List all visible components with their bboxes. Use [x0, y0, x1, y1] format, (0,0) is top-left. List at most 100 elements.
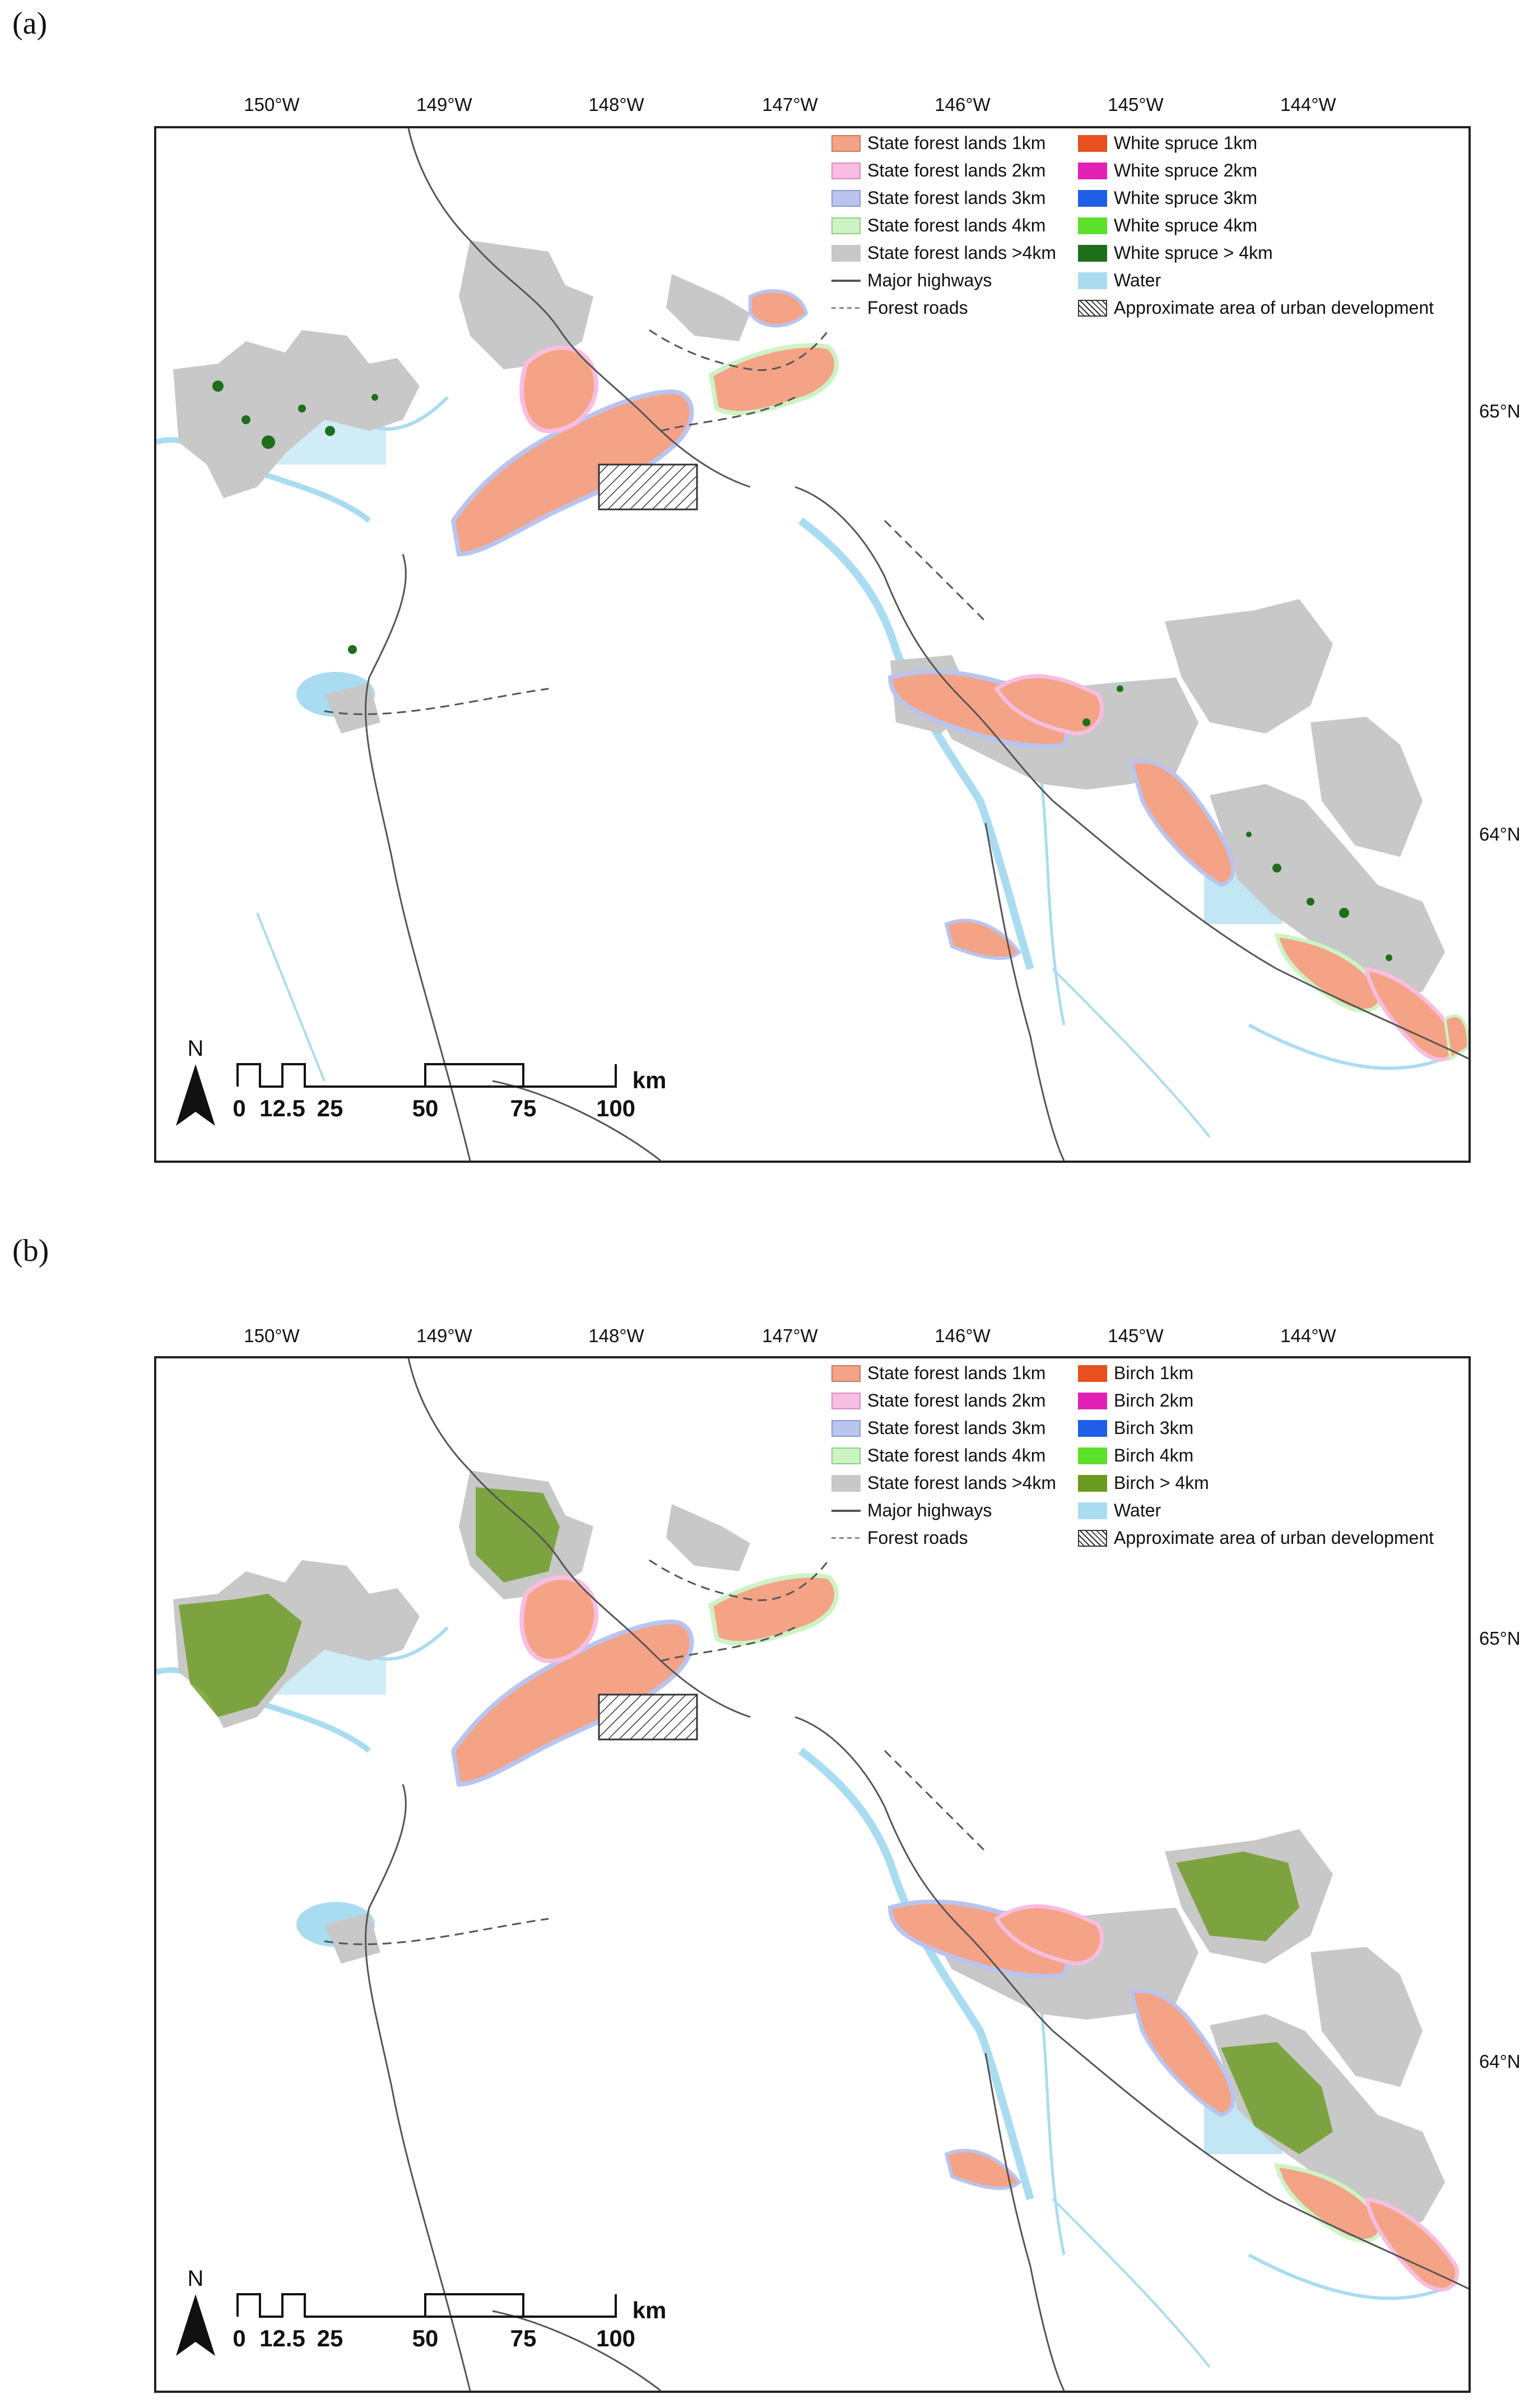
legend-item-urban: Approximate area of urban development	[1078, 298, 1434, 318]
urban-development-area	[598, 463, 698, 511]
swatch-highway-line	[831, 279, 861, 282]
swatch-gray	[831, 1474, 861, 1492]
swatch-highway-line	[831, 1509, 861, 1512]
swatch-magenta	[1078, 1392, 1107, 1409]
lat-tick-65n-a: 65°N	[1479, 401, 1521, 421]
legend-item-sfl-1km: State forest lands 1km	[831, 133, 1045, 154]
map-panel-b: State forest lands 1km State forest land…	[154, 1356, 1471, 2393]
roads	[324, 1358, 1468, 2391]
swatch-blue	[1078, 1419, 1107, 1437]
north-label: N	[187, 1036, 204, 1061]
lon-tick-148w: 148°W	[588, 1325, 644, 1346]
legend-item-sfl-3km: State forest lands 3km	[831, 1418, 1045, 1439]
lon-tick-147w: 147°W	[762, 94, 818, 115]
swatch-olive-green	[1078, 1474, 1107, 1492]
lon-tick-144w: 144°W	[1280, 94, 1336, 115]
swatch-pink	[831, 1392, 861, 1409]
legend-item-urban: Approximate area of urban development	[1078, 1528, 1434, 1548]
forest-buffer-zones	[450, 289, 1468, 1062]
swatch-lavender	[831, 1419, 861, 1437]
scale-label-50: 50	[412, 2325, 439, 2351]
swatch-orange	[831, 1365, 861, 1382]
swatch-hatch	[1078, 299, 1107, 317]
legend-item-species-4km: White spruce 4km	[1078, 215, 1257, 236]
lon-tick-146w: 146°W	[935, 1325, 991, 1346]
legend-item-forest-roads: Forest roads	[831, 1528, 968, 1548]
swatch-dark-green	[1078, 244, 1107, 262]
forest-buffer-zones	[450, 1573, 1459, 2292]
swatch-road-dash	[831, 1537, 861, 1539]
legend-item-sfl-gt4km: State forest lands >4km	[831, 1473, 1056, 1493]
north-arrow-b: N	[173, 2266, 218, 2361]
swatch-red-orange	[1078, 1365, 1107, 1382]
lat-tick-64n-b: 64°N	[1479, 2051, 1521, 2072]
legend-item-birch-4km: Birch 4km	[1078, 1445, 1193, 1466]
legend-item-species-gt4km: White spruce > 4km	[1078, 243, 1273, 263]
legend-item-birch-3km: Birch 3km	[1078, 1418, 1193, 1439]
swatch-road-dash	[831, 307, 861, 309]
lat-tick-64n-a: 64°N	[1479, 824, 1521, 845]
swatch-magenta	[1078, 162, 1107, 179]
swatch-hatch	[1078, 1529, 1107, 1547]
lon-tick-144w: 144°W	[1280, 1325, 1336, 1346]
legend-item-sfl-1km: State forest lands 1km	[831, 1363, 1045, 1384]
north-label: N	[187, 2266, 204, 2291]
scale-label-50: 50	[412, 1095, 439, 1121]
scale-label-0: 0	[233, 2325, 246, 2351]
legend-item-sfl-4km: State forest lands 4km	[831, 1445, 1045, 1466]
lon-tick-145w: 145°W	[1108, 94, 1164, 115]
map-canvas-a	[156, 128, 1468, 1161]
north-arrow-a: N	[173, 1036, 218, 1131]
legend-item-species-3km: White spruce 3km	[1078, 188, 1257, 208]
lon-tick-149w: 149°W	[416, 94, 472, 115]
map-canvas-b	[156, 1358, 1468, 2391]
scale-label-100: 100	[596, 1095, 636, 1121]
legend-item-major-highways: Major highways	[831, 270, 992, 291]
scale-bar-a: 0 12.5 25 50 75 100 km	[233, 1059, 666, 1121]
water-features	[156, 1594, 1457, 2368]
swatch-light-green	[831, 1447, 861, 1464]
scale-unit: km	[632, 1067, 667, 1093]
legend-item-sfl-2km: State forest lands 2km	[831, 160, 1045, 181]
water-features	[156, 364, 1457, 1138]
species-clusters	[212, 381, 1392, 961]
lon-tick-147w: 147°W	[762, 1325, 818, 1346]
birch-gt4km-areas	[179, 1487, 1333, 2154]
legend-item-birch-gt4km: Birch > 4km	[1078, 1473, 1209, 1493]
urban-development-area	[598, 1694, 698, 1741]
legend-item-birch-1km: Birch 1km	[1078, 1363, 1193, 1384]
swatch-light-green	[831, 217, 861, 234]
swatch-green	[1078, 1447, 1107, 1464]
legend-item-species-2km: White spruce 2km	[1078, 160, 1257, 181]
scale-label-25: 25	[317, 2325, 343, 2351]
swatch-orange	[831, 134, 861, 152]
swatch-blue	[1078, 189, 1107, 207]
legend-item-sfl-3km: State forest lands 3km	[831, 188, 1045, 208]
north-arrow-icon	[176, 1064, 215, 1126]
lon-tick-146w: 146°W	[935, 94, 991, 115]
lon-tick-150w: 150°W	[244, 94, 300, 115]
north-arrow-icon	[176, 2294, 215, 2356]
roads	[324, 128, 1468, 1161]
legend-item-birch-2km: Birch 2km	[1078, 1390, 1193, 1411]
lat-tick-65n-b: 65°N	[1479, 1628, 1521, 1649]
lon-tick-150w: 150°W	[244, 1325, 300, 1346]
panel-label-b: (b)	[12, 1233, 49, 1268]
legend-item-water: Water	[1078, 1500, 1161, 1521]
legend-item-water: Water	[1078, 270, 1161, 291]
swatch-water	[1078, 1502, 1107, 1519]
scale-label-0: 0	[233, 1095, 246, 1121]
scale-label-12-5: 12.5	[259, 2325, 305, 2351]
swatch-pink	[831, 162, 861, 179]
legend-item-major-highways: Major highways	[831, 1500, 992, 1521]
legend-item-forest-roads: Forest roads	[831, 298, 968, 318]
legend-item-sfl-gt4km: State forest lands >4km	[831, 243, 1056, 263]
legend-item-sfl-2km: State forest lands 2km	[831, 1390, 1045, 1411]
panel-label-a: (a)	[12, 6, 48, 41]
scale-label-75: 75	[510, 2325, 537, 2351]
legend-item-sfl-4km: State forest lands 4km	[831, 215, 1045, 236]
scale-label-100: 100	[596, 2325, 636, 2351]
scale-bar-graphic	[236, 1063, 617, 1088]
swatch-red-orange	[1078, 134, 1107, 152]
scale-bar-graphic	[236, 2293, 617, 2318]
